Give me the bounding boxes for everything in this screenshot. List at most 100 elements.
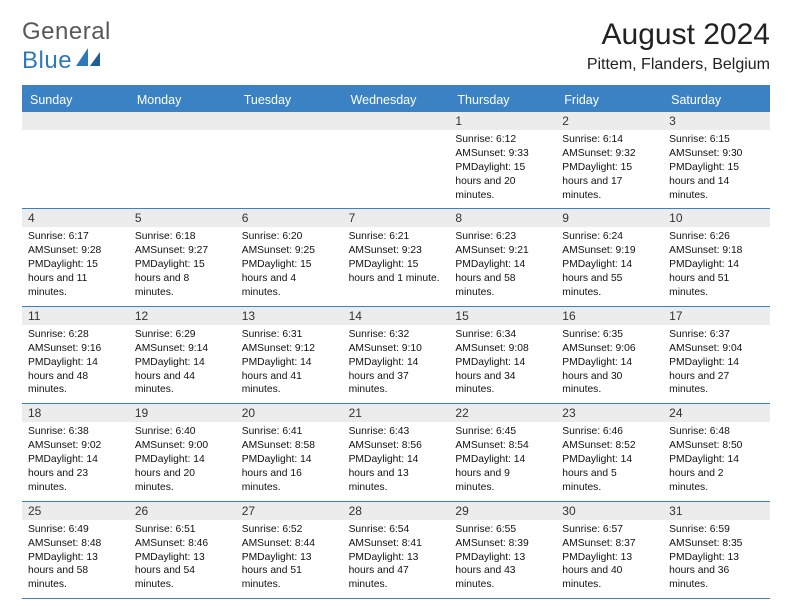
day-number: 29 [449,502,556,520]
weekday-header: Sunday [22,88,129,112]
day-number: 20 [236,404,343,422]
week-row: 123Sunrise: 6:12 AMSunset: 9:33 PMDaylig… [22,112,770,209]
day-cell: Sunrise: 6:15 AMSunset: 9:30 PMDaylight:… [663,130,770,208]
day-cell: Sunrise: 6:32 AMSunset: 9:10 PMDaylight:… [343,325,450,403]
title-block: August 2024 Pittem, Flanders, Belgium [587,18,770,74]
week-row: 45678910Sunrise: 6:17 AMSunset: 9:28 PMD… [22,209,770,306]
day-number: 5 [129,209,236,227]
day-cell [236,130,343,208]
day-cell: Sunrise: 6:24 AMSunset: 9:19 PMDaylight:… [556,227,663,305]
page-title: August 2024 [587,18,770,52]
day-number: 18 [22,404,129,422]
day-number-row: 18192021222324 [22,404,770,422]
weekday-header: Tuesday [236,88,343,112]
weekday-header: Saturday [663,88,770,112]
weekday-header: Thursday [449,88,556,112]
day-number: 10 [663,209,770,227]
day-number: 22 [449,404,556,422]
day-cell: Sunrise: 6:41 AMSunset: 8:58 PMDaylight:… [236,422,343,500]
day-cell: Sunrise: 6:55 AMSunset: 8:39 PMDaylight:… [449,520,556,598]
day-number: 24 [663,404,770,422]
day-number: 8 [449,209,556,227]
day-number-row: 25262728293031 [22,502,770,520]
weekday-header: Friday [556,88,663,112]
day-cell [22,130,129,208]
day-cell: Sunrise: 6:14 AMSunset: 9:32 PMDaylight:… [556,130,663,208]
day-cell: Sunrise: 6:28 AMSunset: 9:16 PMDaylight:… [22,325,129,403]
day-number: 11 [22,307,129,325]
day-number-row: 123 [22,112,770,130]
day-number: 13 [236,307,343,325]
weekday-header: Wednesday [343,88,450,112]
day-number: 12 [129,307,236,325]
weeks-container: 123Sunrise: 6:12 AMSunset: 9:33 PMDaylig… [22,112,770,599]
day-cell: Sunrise: 6:54 AMSunset: 8:41 PMDaylight:… [343,520,450,598]
day-cell [343,130,450,208]
day-body-row: Sunrise: 6:28 AMSunset: 9:16 PMDaylight:… [22,325,770,403]
day-number [236,112,343,130]
day-cell: Sunrise: 6:35 AMSunset: 9:06 PMDaylight:… [556,325,663,403]
day-number: 25 [22,502,129,520]
day-number: 6 [236,209,343,227]
day-cell: Sunrise: 6:59 AMSunset: 8:35 PMDaylight:… [663,520,770,598]
week-row: 11121314151617Sunrise: 6:28 AMSunset: 9:… [22,307,770,404]
day-number: 23 [556,404,663,422]
day-number: 30 [556,502,663,520]
day-number: 28 [343,502,450,520]
day-cell: Sunrise: 6:37 AMSunset: 9:04 PMDaylight:… [663,325,770,403]
day-number: 21 [343,404,450,422]
day-cell: Sunrise: 6:40 AMSunset: 9:00 PMDaylight:… [129,422,236,500]
day-number: 27 [236,502,343,520]
day-number-row: 11121314151617 [22,307,770,325]
day-cell: Sunrise: 6:45 AMSunset: 8:54 PMDaylight:… [449,422,556,500]
day-cell [129,130,236,208]
day-cell: Sunrise: 6:18 AMSunset: 9:27 PMDaylight:… [129,227,236,305]
day-cell: Sunrise: 6:17 AMSunset: 9:28 PMDaylight:… [22,227,129,305]
day-number: 16 [556,307,663,325]
day-cell: Sunrise: 6:46 AMSunset: 8:52 PMDaylight:… [556,422,663,500]
page: General Blue August 2024 Pittem, Flander… [0,0,792,612]
day-cell: Sunrise: 6:51 AMSunset: 8:46 PMDaylight:… [129,520,236,598]
day-cell: Sunrise: 6:29 AMSunset: 9:14 PMDaylight:… [129,325,236,403]
day-cell: Sunrise: 6:12 AMSunset: 9:33 PMDaylight:… [449,130,556,208]
location-text: Pittem, Flanders, Belgium [587,56,770,74]
day-cell: Sunrise: 6:20 AMSunset: 9:25 PMDaylight:… [236,227,343,305]
day-cell: Sunrise: 6:57 AMSunset: 8:37 PMDaylight:… [556,520,663,598]
weekday-header: Monday [129,88,236,112]
brand-logo: General Blue [22,18,111,75]
day-number: 4 [22,209,129,227]
day-cell: Sunrise: 6:26 AMSunset: 9:18 PMDaylight:… [663,227,770,305]
day-cell: Sunrise: 6:23 AMSunset: 9:21 PMDaylight:… [449,227,556,305]
day-number-row: 45678910 [22,209,770,227]
day-number: 17 [663,307,770,325]
day-body-row: Sunrise: 6:17 AMSunset: 9:28 PMDaylight:… [22,227,770,305]
day-number: 15 [449,307,556,325]
day-body-row: Sunrise: 6:38 AMSunset: 9:02 PMDaylight:… [22,422,770,500]
day-number [129,112,236,130]
day-cell: Sunrise: 6:43 AMSunset: 8:56 PMDaylight:… [343,422,450,500]
day-cell: Sunrise: 6:49 AMSunset: 8:48 PMDaylight:… [22,520,129,598]
week-row: 18192021222324Sunrise: 6:38 AMSunset: 9:… [22,404,770,501]
day-number [343,112,450,130]
day-number: 9 [556,209,663,227]
week-row: 25262728293031Sunrise: 6:49 AMSunset: 8:… [22,502,770,599]
day-cell: Sunrise: 6:34 AMSunset: 9:08 PMDaylight:… [449,325,556,403]
weekday-header-row: Sunday Monday Tuesday Wednesday Thursday… [22,88,770,112]
day-cell: Sunrise: 6:48 AMSunset: 8:50 PMDaylight:… [663,422,770,500]
logo-sail-icon [74,46,102,75]
day-cell: Sunrise: 6:21 AMSunset: 9:23 PMDaylight:… [343,227,450,305]
header: General Blue August 2024 Pittem, Flander… [22,18,770,75]
day-cell: Sunrise: 6:52 AMSunset: 8:44 PMDaylight:… [236,520,343,598]
brand-text: General Blue [22,18,111,75]
day-number [22,112,129,130]
day-body-row: Sunrise: 6:49 AMSunset: 8:48 PMDaylight:… [22,520,770,598]
day-number: 7 [343,209,450,227]
calendar: Sunday Monday Tuesday Wednesday Thursday… [22,85,770,599]
brand-part2: Blue [22,47,72,75]
day-number: 19 [129,404,236,422]
day-number: 26 [129,502,236,520]
day-number: 3 [663,112,770,130]
day-number: 14 [343,307,450,325]
day-cell: Sunrise: 6:38 AMSunset: 9:02 PMDaylight:… [22,422,129,500]
day-body-row: Sunrise: 6:12 AMSunset: 9:33 PMDaylight:… [22,130,770,208]
